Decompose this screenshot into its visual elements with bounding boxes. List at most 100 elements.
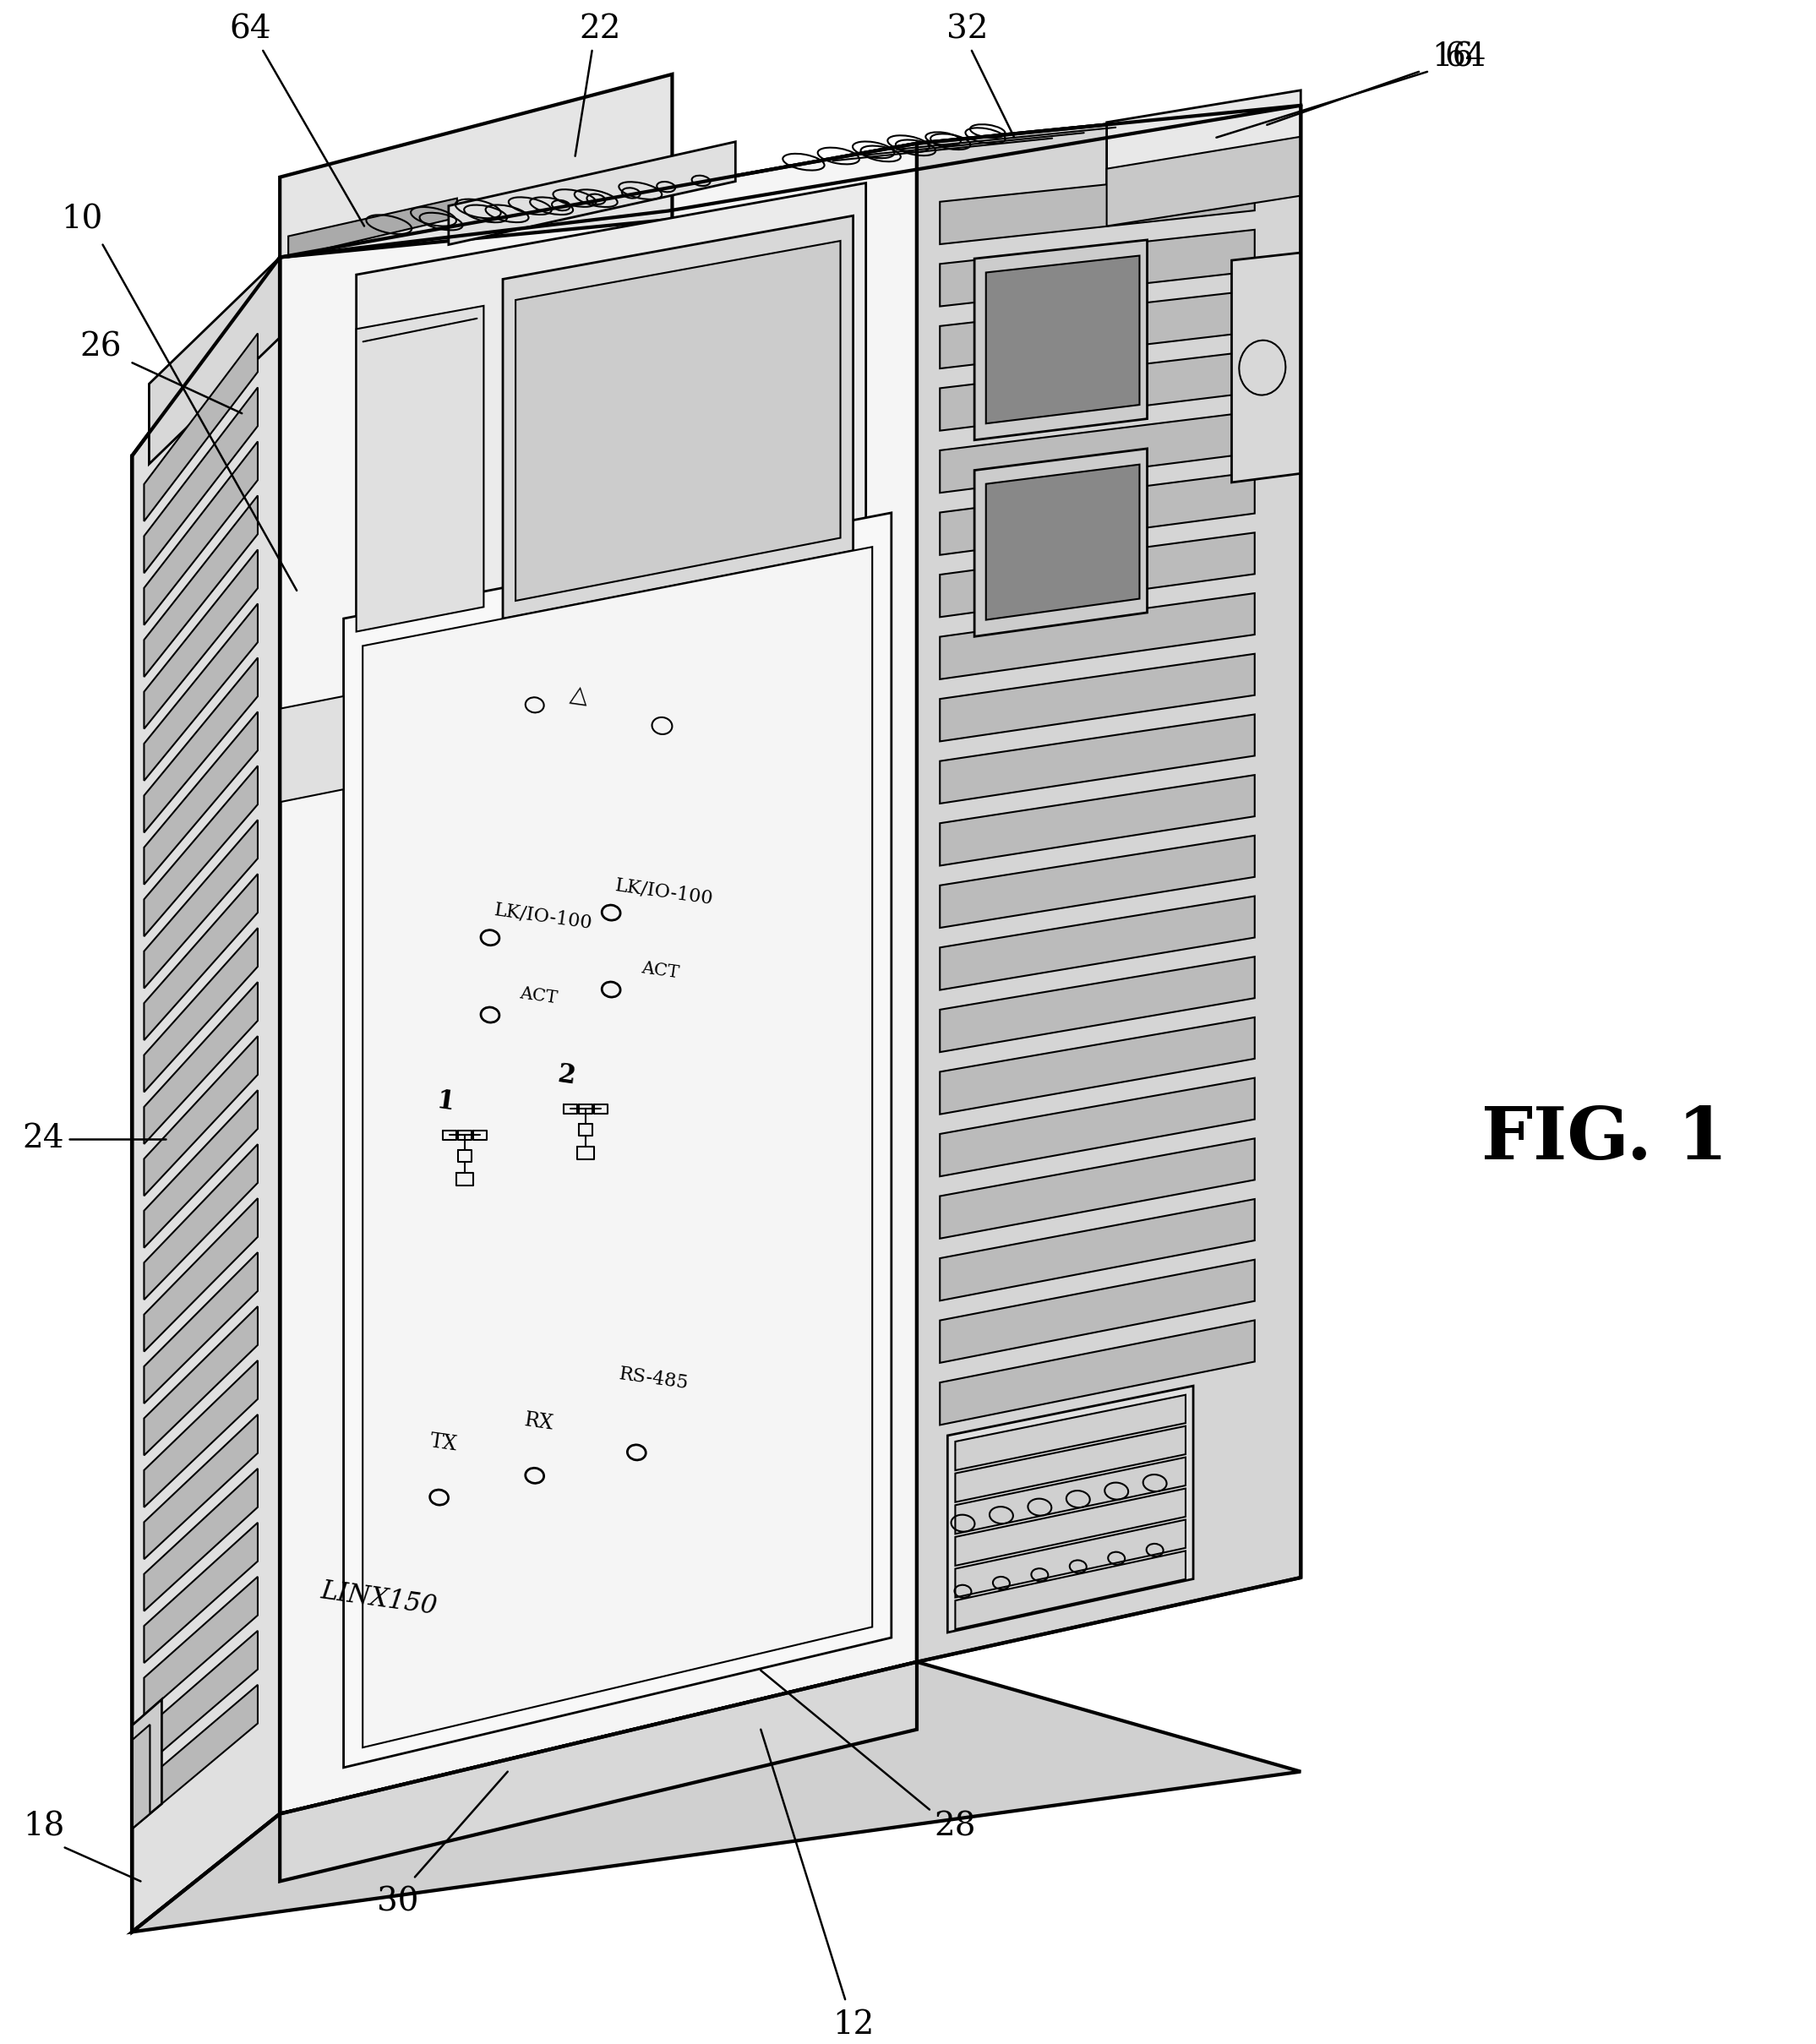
Polygon shape <box>143 603 258 781</box>
Polygon shape <box>143 928 258 1091</box>
Polygon shape <box>986 256 1139 423</box>
Polygon shape <box>986 464 1139 619</box>
Polygon shape <box>955 1394 1186 1470</box>
Polygon shape <box>941 352 1255 431</box>
Polygon shape <box>356 307 483 632</box>
Polygon shape <box>133 1725 151 1829</box>
Polygon shape <box>143 1036 258 1196</box>
Polygon shape <box>941 290 1255 368</box>
Polygon shape <box>133 1662 1300 1932</box>
Polygon shape <box>941 472 1255 554</box>
Polygon shape <box>143 1089 258 1247</box>
Polygon shape <box>941 715 1255 803</box>
Polygon shape <box>941 533 1255 617</box>
Polygon shape <box>948 1386 1193 1633</box>
Polygon shape <box>280 143 917 1813</box>
Polygon shape <box>280 1662 917 1880</box>
Text: 64: 64 <box>1444 41 1485 74</box>
Text: 28: 28 <box>933 1811 975 1842</box>
Polygon shape <box>1231 253 1300 482</box>
Text: 64: 64 <box>229 14 271 45</box>
Polygon shape <box>143 1306 258 1455</box>
Polygon shape <box>955 1551 1186 1629</box>
Text: 22: 22 <box>579 14 621 45</box>
Polygon shape <box>941 775 1255 867</box>
Polygon shape <box>363 548 872 1748</box>
Polygon shape <box>503 217 854 619</box>
Text: 10: 10 <box>60 204 102 235</box>
Text: RS-485: RS-485 <box>617 1365 690 1394</box>
Polygon shape <box>941 411 1255 493</box>
Polygon shape <box>941 1018 1255 1114</box>
Polygon shape <box>941 1320 1255 1425</box>
Polygon shape <box>143 1361 258 1506</box>
Polygon shape <box>1106 90 1300 200</box>
Polygon shape <box>917 106 1300 1662</box>
Polygon shape <box>143 1414 258 1560</box>
Polygon shape <box>143 1576 258 1715</box>
Polygon shape <box>1106 137 1300 227</box>
Text: LINX150: LINX150 <box>320 1578 439 1621</box>
Polygon shape <box>449 141 735 245</box>
Polygon shape <box>143 1253 258 1404</box>
Polygon shape <box>941 1200 1255 1300</box>
Polygon shape <box>143 442 258 625</box>
Polygon shape <box>941 593 1255 679</box>
Polygon shape <box>280 74 672 258</box>
Polygon shape <box>133 1699 162 1829</box>
Polygon shape <box>143 495 258 677</box>
Polygon shape <box>941 229 1255 307</box>
Text: 24: 24 <box>22 1124 65 1155</box>
Text: 18: 18 <box>24 1811 65 1842</box>
Text: ACT: ACT <box>639 961 679 981</box>
Text: TX: TX <box>429 1431 458 1455</box>
Text: 32: 32 <box>946 14 988 45</box>
Polygon shape <box>941 836 1255 928</box>
Polygon shape <box>280 106 1300 258</box>
Polygon shape <box>955 1457 1186 1533</box>
Polygon shape <box>133 258 280 1932</box>
Polygon shape <box>941 1077 1255 1177</box>
Polygon shape <box>941 170 1255 243</box>
Polygon shape <box>941 1139 1255 1239</box>
Polygon shape <box>143 1145 258 1300</box>
Text: RX: RX <box>523 1410 554 1433</box>
Text: LK/IO-100: LK/IO-100 <box>492 901 594 932</box>
Polygon shape <box>143 875 258 1040</box>
Polygon shape <box>941 957 1255 1053</box>
Polygon shape <box>143 1523 258 1664</box>
Text: 16: 16 <box>1431 41 1473 74</box>
Polygon shape <box>143 1198 258 1351</box>
Text: 12: 12 <box>834 2009 875 2040</box>
Polygon shape <box>975 448 1148 636</box>
Text: ACT: ACT <box>519 985 559 1008</box>
Polygon shape <box>149 258 280 464</box>
Polygon shape <box>955 1519 1186 1598</box>
Text: FIG. 1: FIG. 1 <box>1482 1104 1727 1175</box>
Text: 1: 1 <box>434 1087 456 1116</box>
Polygon shape <box>143 333 258 521</box>
Polygon shape <box>941 895 1255 989</box>
Polygon shape <box>143 1631 258 1766</box>
Text: 30: 30 <box>378 1887 419 1917</box>
Polygon shape <box>516 241 841 601</box>
Text: 26: 26 <box>80 331 122 364</box>
Polygon shape <box>143 711 258 885</box>
Text: 2: 2 <box>556 1061 577 1089</box>
Polygon shape <box>975 239 1148 439</box>
Polygon shape <box>143 1468 258 1611</box>
Polygon shape <box>280 697 343 801</box>
Polygon shape <box>955 1427 1186 1502</box>
Polygon shape <box>941 654 1255 742</box>
Polygon shape <box>356 184 866 679</box>
Polygon shape <box>143 550 258 730</box>
Polygon shape <box>289 198 458 258</box>
Text: LK/IO-100: LK/IO-100 <box>614 875 714 908</box>
Polygon shape <box>143 820 258 989</box>
Polygon shape <box>143 658 258 832</box>
Polygon shape <box>955 1488 1186 1566</box>
Polygon shape <box>143 388 258 572</box>
Polygon shape <box>343 513 892 1768</box>
Polygon shape <box>143 766 258 936</box>
Polygon shape <box>143 1684 258 1819</box>
